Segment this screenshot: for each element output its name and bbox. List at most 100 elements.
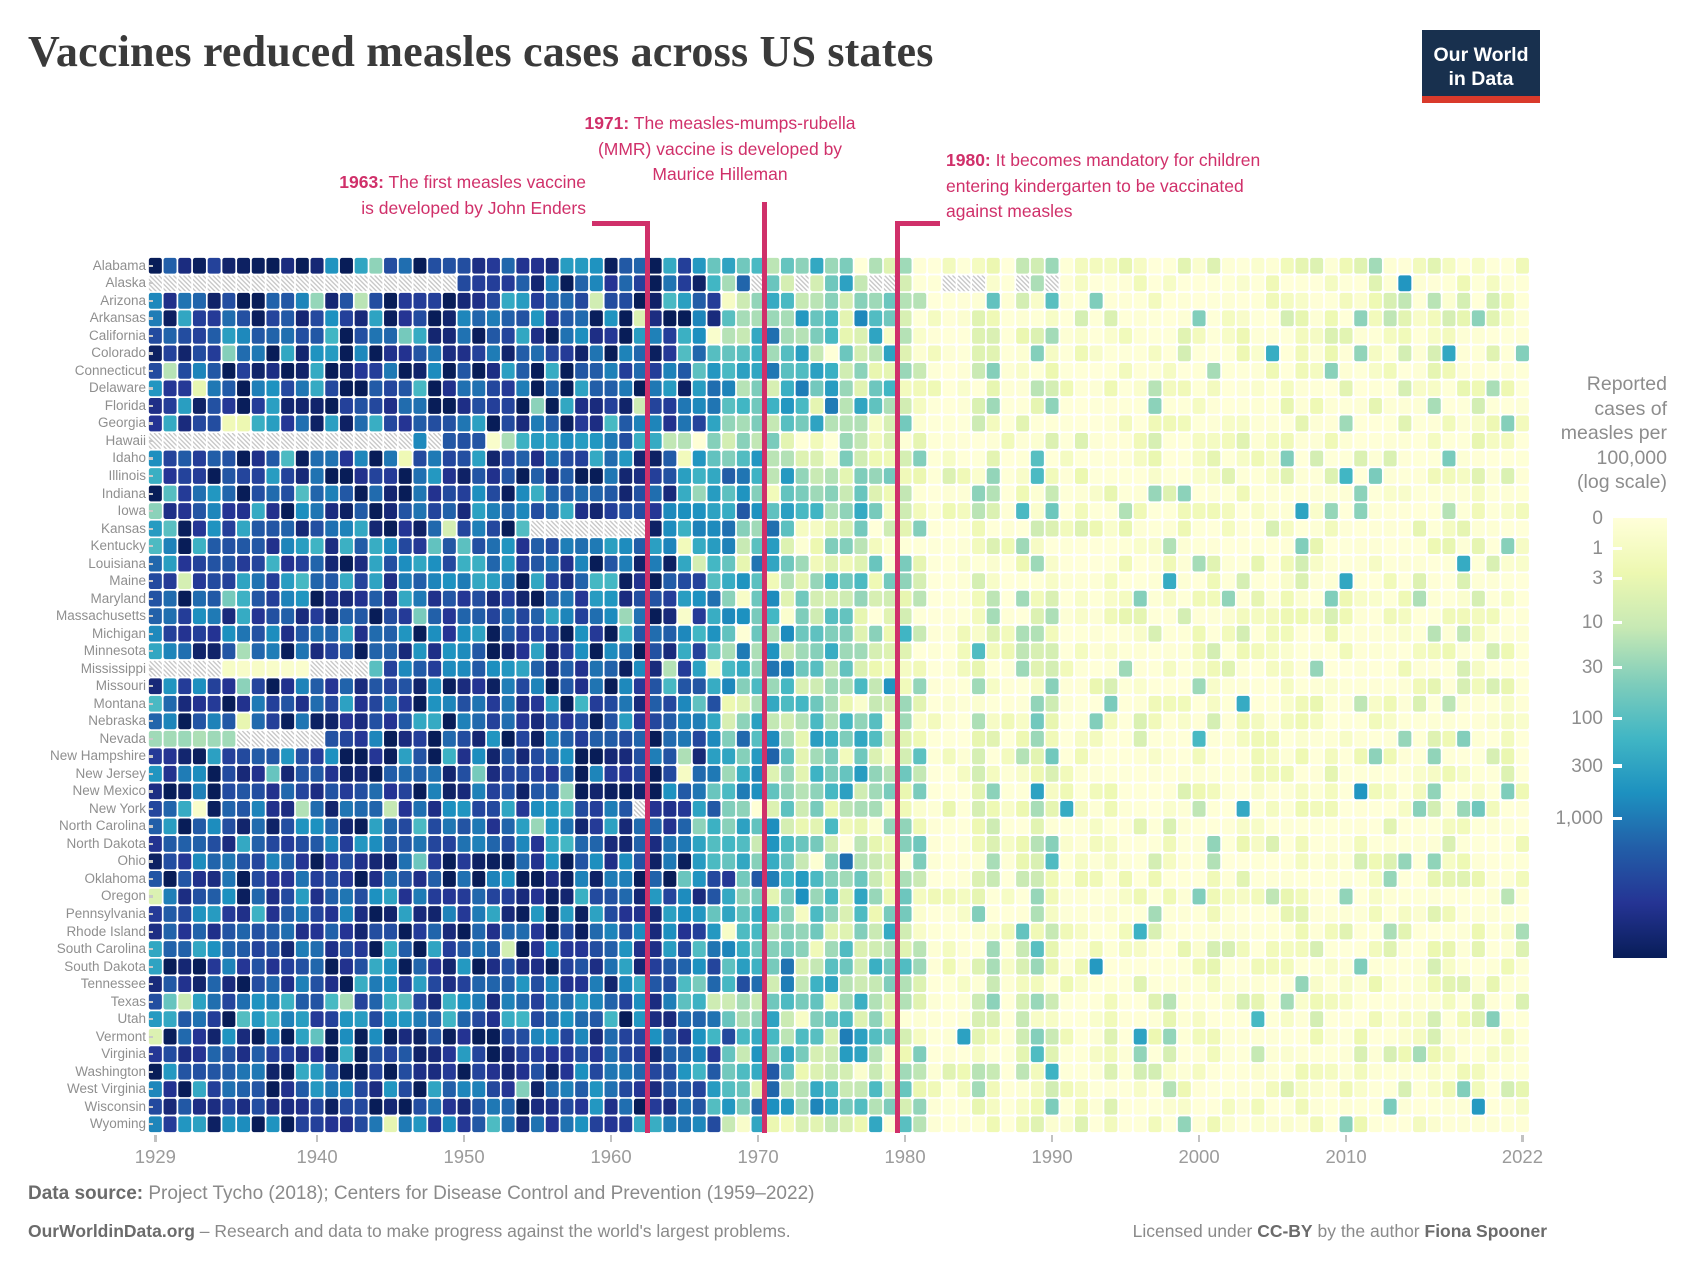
colorbar-tick-notch xyxy=(1613,546,1622,551)
y-axis-tick xyxy=(149,527,153,530)
y-axis-label: Oregon xyxy=(100,888,146,904)
y-axis-tick xyxy=(149,772,153,776)
colorbar-tick-label: 1 xyxy=(1592,538,1603,560)
y-axis-label: Connecticut xyxy=(74,362,146,378)
x-axis-label: 1940 xyxy=(296,1146,338,1167)
y-axis-label: Iowa xyxy=(117,503,146,519)
y-axis-label: Delaware xyxy=(88,380,146,396)
event-line-1971 xyxy=(762,202,767,1133)
colorbar-tick-notch xyxy=(1613,816,1622,821)
x-axis-label: 2022 xyxy=(1501,1146,1544,1167)
y-axis-label: New Jersey xyxy=(75,765,146,781)
y-axis-tick xyxy=(149,948,153,951)
event-line-1980 xyxy=(895,221,900,1133)
y-axis-label: Wisconsin xyxy=(84,1098,146,1114)
y-axis-tick xyxy=(149,1123,153,1126)
y-axis-label: California xyxy=(88,327,146,343)
y-axis-label: Colorado xyxy=(91,345,146,361)
colorbar-tick-notch xyxy=(1613,665,1622,670)
event-line-1980-elbow xyxy=(895,221,940,226)
y-axis-tick xyxy=(149,1088,153,1091)
y-axis-label: Illinois xyxy=(108,468,146,483)
measles-heatmap[interactable] xyxy=(148,257,1530,1133)
y-axis-tick xyxy=(149,685,153,688)
colorbar-tick-label: 0 xyxy=(1592,508,1603,529)
x-axis-label: 1950 xyxy=(443,1146,485,1167)
y-axis-label: Massachusetts xyxy=(55,608,146,624)
y-axis-tick xyxy=(149,597,153,600)
y-axis-label: Montana xyxy=(93,695,146,711)
y-axis-label: Maine xyxy=(109,573,146,589)
y-axis-label: Tennessee xyxy=(80,976,146,992)
x-axis-label: 2000 xyxy=(1178,1146,1220,1167)
colorbar-tick-label: 100 xyxy=(1571,708,1603,730)
y-axis-tick xyxy=(149,913,153,916)
author-name: Fiona Spooner xyxy=(1424,1221,1548,1241)
y-axis-label: Nebraska xyxy=(88,713,146,729)
annotation-1980: 1980: It becomes mandatory for children … xyxy=(946,150,1261,221)
colorbar-title-line: measles per xyxy=(1560,422,1667,444)
y-axis-tick xyxy=(149,492,153,495)
y-axis-tick xyxy=(149,1000,153,1003)
y-axis-label: Idaho xyxy=(112,450,146,466)
x-axis-tick xyxy=(610,1135,613,1142)
x-axis-tick xyxy=(1198,1135,1201,1142)
colorbar-tick-label: 10 xyxy=(1581,612,1603,634)
y-axis-label: Ohio xyxy=(117,853,146,869)
page-title: Vaccines reduced measles cases across US… xyxy=(28,27,934,76)
y-axis-tick xyxy=(149,1070,153,1073)
owid-logo-line2: in Data xyxy=(1448,67,1514,90)
y-axis-label: New Mexico xyxy=(72,783,146,799)
y-axis-tick xyxy=(149,825,153,828)
x-axis-tick xyxy=(1051,1135,1054,1142)
y-axis-tick xyxy=(149,1105,153,1108)
y-axis-tick xyxy=(149,510,153,513)
y-axis-tick xyxy=(149,615,153,618)
x-axis-tick xyxy=(1521,1135,1524,1142)
y-axis-tick xyxy=(149,860,153,863)
x-axis-label: 1929 xyxy=(134,1146,176,1167)
y-axis-label: Florida xyxy=(104,397,146,413)
y-axis-label: Arizona xyxy=(100,292,146,308)
license-line: Licensed under CC-BY by the author Fiona… xyxy=(1132,1221,1548,1241)
y-axis-label: Indiana xyxy=(101,485,146,501)
x-axis-label: 2010 xyxy=(1325,1146,1367,1167)
y-axis-tick xyxy=(149,807,153,811)
y-axis-label: Pennsylvania xyxy=(65,906,146,921)
data-source-line: Data source: Project Tycho (2018); Cente… xyxy=(28,1183,815,1204)
y-axis-label: Maryland xyxy=(90,590,146,606)
y-axis-tick xyxy=(149,667,153,670)
colorbar-tick-label: 300 xyxy=(1571,755,1603,777)
y-axis-tick xyxy=(149,299,153,302)
y-axis-label: Georgia xyxy=(97,415,146,431)
y-axis-tick xyxy=(149,632,153,635)
colorbar-tick-label: 3 xyxy=(1592,568,1603,590)
annotation-1971: 1971: The measles-mumps-rubella (MMR) va… xyxy=(584,113,856,184)
y-axis-tick xyxy=(149,422,153,425)
y-axis-tick xyxy=(149,404,153,408)
colorbar-title-line: (log scale) xyxy=(1577,471,1667,493)
y-axis-tick xyxy=(149,562,153,565)
colorbar-tick-label: 1,000 xyxy=(1555,808,1603,830)
owid-logo-line1: Our World xyxy=(1433,43,1529,66)
colorbar-tick-notch xyxy=(1613,576,1622,581)
y-axis-tick xyxy=(149,369,153,373)
y-axis-tick xyxy=(149,545,153,548)
y-axis-tick xyxy=(149,264,153,267)
x-axis-label: 1970 xyxy=(737,1146,779,1167)
y-axis-label: Nevada xyxy=(99,730,146,746)
y-axis-label: North Carolina xyxy=(58,818,146,834)
y-axis-label: Michigan xyxy=(91,625,146,641)
y-axis-label: Kentucky xyxy=(90,538,146,554)
y-axis-tick xyxy=(149,439,153,443)
colorbar-title: Reported cases of measles per 100,000 (log s… xyxy=(1437,372,1667,495)
x-axis-tick xyxy=(463,1135,466,1142)
y-axis-tick xyxy=(149,650,153,653)
y-axis-tick xyxy=(149,720,153,723)
owid-link[interactable]: OurWorldinData.org xyxy=(28,1221,195,1241)
owid-logo[interactable]: Our World in Data xyxy=(1422,30,1540,103)
y-axis-label: Alabama xyxy=(92,257,146,273)
colorbar-tick-label: 30 xyxy=(1581,657,1603,679)
y-axis-tick xyxy=(149,930,153,933)
